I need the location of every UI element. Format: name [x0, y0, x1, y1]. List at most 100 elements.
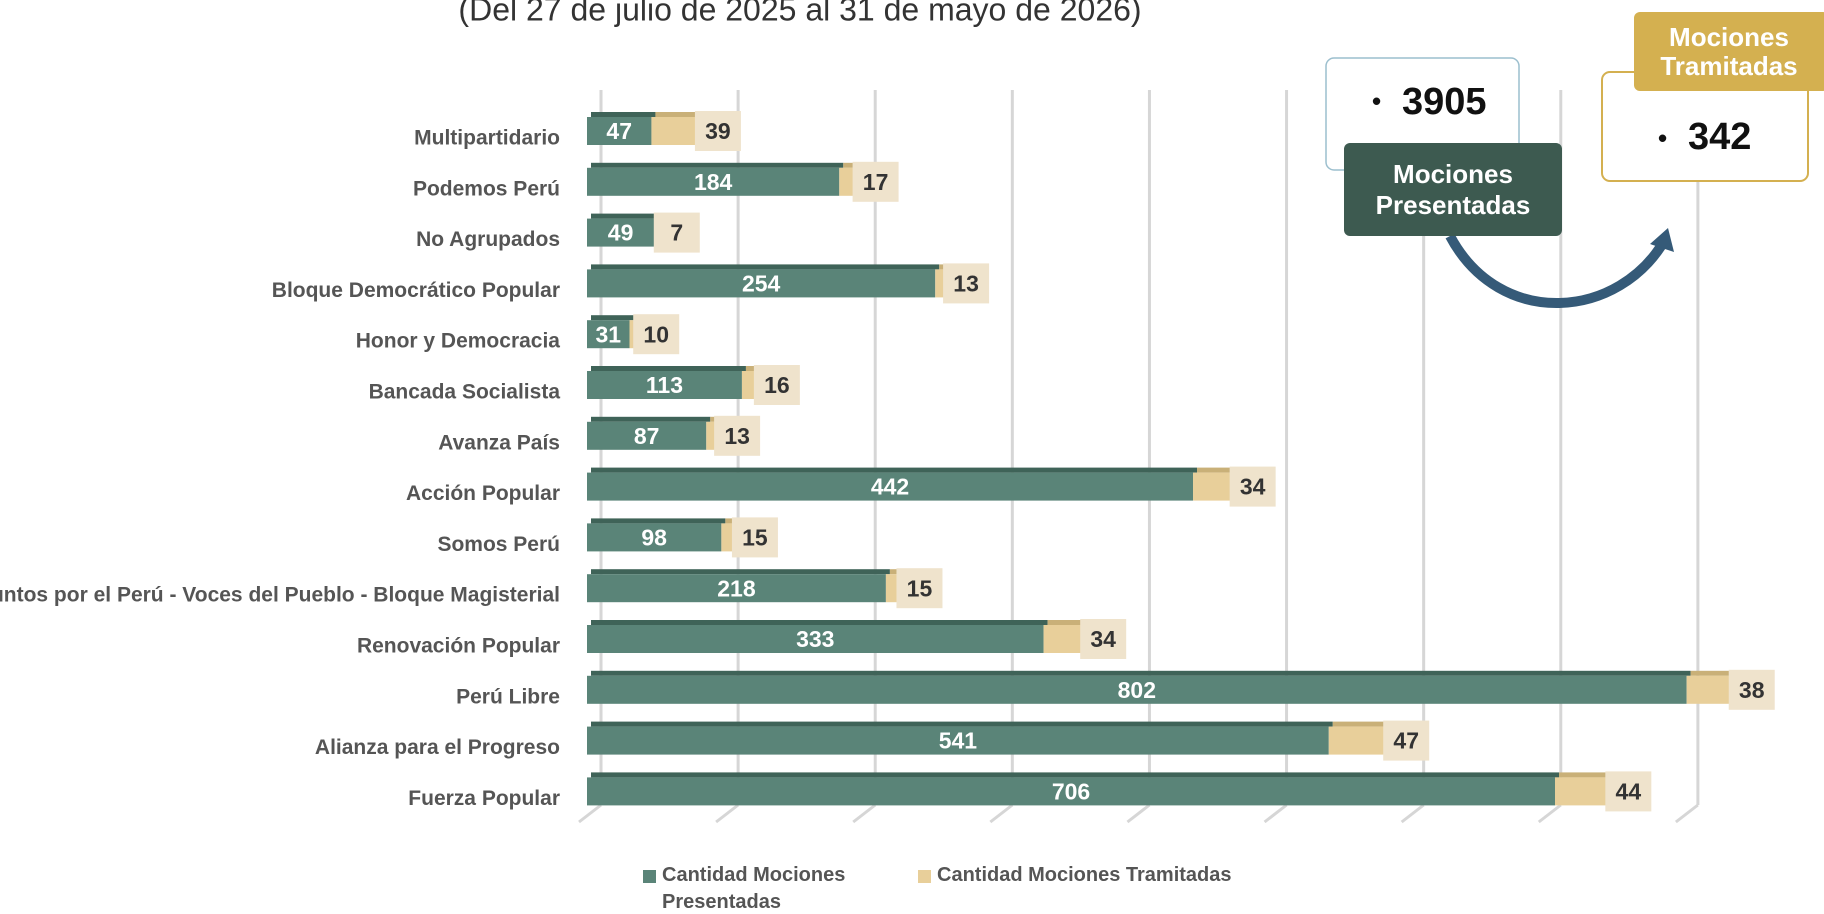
bar-top: [591, 620, 1048, 625]
callout-value: 3905: [1402, 81, 1487, 123]
y-tick-label: Fuerza Popular: [408, 787, 560, 810]
grid-foot: [715, 803, 740, 824]
grid-foot: [989, 803, 1014, 824]
bar-top: [1559, 772, 1620, 778]
data-label-bg: [1229, 466, 1276, 507]
bar: [587, 320, 630, 349]
grid-foot: [578, 803, 602, 824]
arrow-head: [1650, 228, 1674, 252]
data-label-bg: [633, 314, 680, 355]
bar: [587, 472, 1194, 501]
data-label: 15: [907, 575, 933, 601]
y-tick-label: Renovación Popular: [357, 635, 560, 658]
data-label-bg: [1728, 669, 1775, 710]
data-label: 113: [646, 372, 683, 398]
bar-top: [1690, 670, 1743, 676]
data-label: 38: [1739, 677, 1765, 703]
y-tick-label: Honor y Democracia: [356, 330, 561, 353]
bar-top: [591, 264, 940, 270]
bar: [587, 675, 1687, 704]
bar-top: [591, 569, 890, 575]
y-tick-label: Perú Libre: [456, 685, 560, 708]
y-tick-label: Juntos por el Perú - Voces del Pueblo - …: [0, 584, 560, 607]
data-label-bg: [852, 161, 899, 202]
callout-header: [1344, 143, 1562, 236]
data-label: 706: [1052, 778, 1090, 804]
data-label: 15: [742, 524, 768, 550]
bar-top: [591, 721, 1333, 727]
data-label-bg: [1383, 720, 1430, 761]
bar: [587, 574, 886, 603]
data-label: 10: [643, 321, 669, 347]
bar-top: [1197, 467, 1244, 473]
legend-label: Cantidad Mociones Presentadas: [662, 864, 846, 913]
bar: [587, 421, 707, 450]
grid-foot: [1263, 803, 1288, 824]
bar-top: [591, 366, 746, 371]
data-label-bg: [1080, 619, 1127, 659]
data-label: 44: [1616, 778, 1642, 804]
chart-subtitle: (Del 27 de julio de 2025 al 31 de mayo d…: [458, 0, 1141, 27]
data-label: 13: [724, 423, 750, 449]
y-tick-label: Alianza para el Progreso: [315, 736, 560, 759]
bar-top: [591, 670, 1691, 676]
callout-label-box: Mociones Presentadas: [1375, 158, 1531, 220]
bar: [587, 726, 1329, 755]
y-tick-label: Avanza País: [438, 431, 560, 454]
bar-top: [591, 213, 659, 219]
y-tick-label: Podemos Perú: [413, 177, 560, 200]
arrow: [1445, 233, 1671, 308]
legend-swatch: [918, 870, 931, 883]
grid-foot: [1400, 803, 1425, 824]
legend-label: Cantidad Mociones Tramitadas: [937, 864, 1232, 886]
bullet: •: [1658, 123, 1667, 153]
data-label: 333: [796, 626, 834, 652]
data-label: 7: [670, 220, 683, 246]
data-label: 16: [764, 372, 790, 398]
bar-top: [591, 315, 634, 321]
data-label-bg: [714, 415, 761, 456]
y-tick-label: Bancada Socialista: [369, 381, 561, 404]
bar: [587, 371, 742, 399]
data-label: 87: [634, 423, 660, 449]
bar-top: [591, 518, 726, 524]
data-label-bg: [694, 111, 741, 151]
y-tick-label: No Agrupados: [416, 228, 560, 251]
data-label-bg: [731, 517, 778, 558]
legend-swatch: [643, 870, 656, 883]
grid-foot: [1126, 803, 1151, 824]
data-label: 39: [705, 118, 731, 144]
y-tick-label: Acción Popular: [406, 482, 560, 505]
data-label: 31: [595, 321, 621, 347]
callout-header: [1634, 12, 1824, 91]
data-label: 47: [1393, 728, 1419, 754]
data-label: 34: [1090, 626, 1116, 652]
data-label-bg: [896, 568, 943, 609]
data-label: 442: [871, 474, 909, 500]
bar: [587, 218, 655, 247]
y-tick-label: Bloque Democrático Popular: [272, 279, 560, 302]
data-label: 13: [953, 270, 979, 296]
bar-top: [1332, 721, 1398, 727]
bar: [587, 523, 722, 552]
bar: [587, 117, 652, 145]
data-label-bg: [753, 365, 800, 405]
bar-top: [591, 162, 844, 168]
data-label-bg: [943, 263, 990, 304]
data-label-bg: [653, 212, 700, 253]
grid-foot: [1537, 803, 1562, 824]
bar: [1328, 726, 1394, 755]
bullet: •: [1372, 86, 1381, 116]
bar: [587, 167, 840, 196]
data-label: 541: [939, 728, 978, 754]
data-label: 17: [863, 169, 889, 195]
bar: [587, 777, 1556, 806]
callout-label: Mociones Presentadas: [1375, 158, 1531, 220]
data-label: 254: [742, 270, 781, 296]
y-tick-label: Multipartidario: [414, 127, 560, 150]
bar-top: [591, 772, 1560, 778]
data-label: 98: [641, 524, 667, 550]
bar-top: [591, 416, 711, 422]
